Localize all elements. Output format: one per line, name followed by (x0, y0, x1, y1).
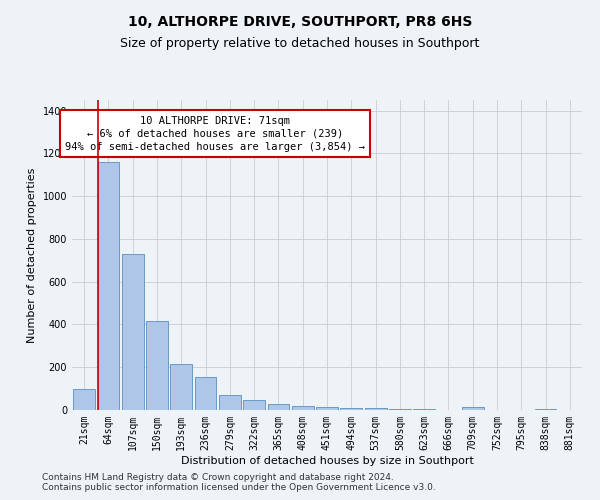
Bar (97, 162, 119, 410)
Bar (268, 404, 289, 410)
Bar (73, 388, 95, 410)
Bar (316, 407, 338, 410)
Text: Contains HM Land Registry data © Crown copyright and database right 2024.: Contains HM Land Registry data © Crown c… (42, 473, 394, 482)
Bar (122, 254, 143, 410)
Bar (243, 400, 265, 410)
Bar (194, 377, 217, 410)
Text: 10, ALTHORPE DRIVE, SOUTHPORT, PR8 6HS: 10, ALTHORPE DRIVE, SOUTHPORT, PR8 6HS (128, 15, 472, 29)
Bar (365, 408, 386, 410)
Text: 10 ALTHORPE DRIVE: 71sqm
← 6% of detached houses are smaller (239)
94% of semi-d: 10 ALTHORPE DRIVE: 71sqm ← 6% of detache… (65, 116, 365, 152)
Bar (462, 407, 484, 410)
Y-axis label: Number of detached properties: Number of detached properties (27, 168, 37, 342)
Text: Contains public sector information licensed under the Open Government Licence v3: Contains public sector information licen… (42, 483, 436, 492)
Bar (292, 406, 314, 410)
Bar (170, 364, 192, 410)
Bar (146, 322, 168, 410)
Bar (535, 409, 556, 410)
X-axis label: Distribution of detached houses by size in Southport: Distribution of detached houses by size … (181, 456, 473, 466)
Bar (340, 408, 362, 410)
Text: Size of property relative to detached houses in Southport: Size of property relative to detached ho… (121, 38, 479, 51)
Bar (219, 395, 241, 410)
Bar (389, 409, 411, 410)
